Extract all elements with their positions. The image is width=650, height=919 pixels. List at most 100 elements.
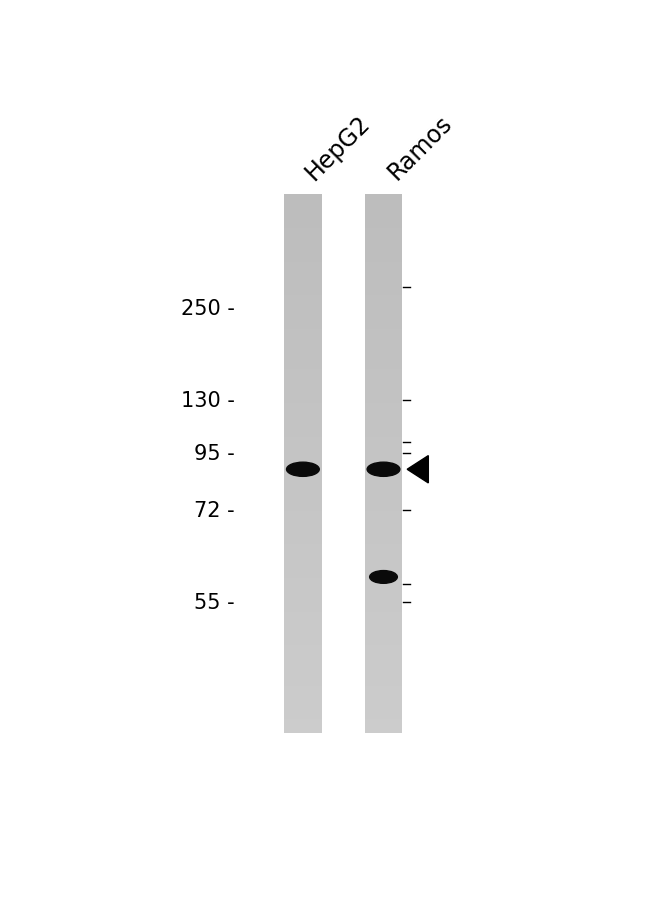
Bar: [284, 263, 322, 269]
Bar: [365, 243, 402, 249]
Bar: [284, 713, 322, 720]
Text: 130 -: 130 -: [181, 391, 235, 411]
Bar: [284, 639, 322, 646]
Bar: [365, 282, 402, 289]
Bar: [365, 269, 402, 276]
Bar: [365, 471, 402, 478]
Bar: [284, 377, 322, 383]
Bar: [365, 679, 402, 686]
Bar: [284, 626, 322, 632]
Polygon shape: [407, 456, 428, 483]
Bar: [365, 296, 402, 302]
Bar: [365, 558, 402, 565]
Bar: [365, 350, 402, 357]
Bar: [284, 424, 322, 430]
Bar: [284, 336, 322, 343]
Bar: [365, 276, 402, 282]
Ellipse shape: [287, 462, 319, 477]
Bar: [284, 471, 322, 478]
Bar: [284, 498, 322, 505]
Bar: [284, 195, 322, 202]
Bar: [284, 222, 322, 229]
Text: 95 -: 95 -: [194, 444, 235, 463]
Bar: [365, 263, 402, 269]
Bar: [284, 693, 322, 699]
Bar: [284, 686, 322, 693]
Bar: [284, 343, 322, 350]
Text: 55 -: 55 -: [194, 592, 235, 612]
Bar: [284, 430, 322, 437]
Bar: [284, 202, 322, 209]
Bar: [284, 397, 322, 403]
Bar: [284, 484, 322, 491]
Bar: [284, 235, 322, 243]
Bar: [365, 310, 402, 316]
Bar: [284, 450, 322, 458]
Bar: [284, 282, 322, 289]
Bar: [284, 679, 322, 686]
Bar: [365, 478, 402, 484]
Bar: [284, 383, 322, 391]
Bar: [365, 377, 402, 383]
Bar: [284, 706, 322, 713]
Bar: [284, 659, 322, 665]
Bar: [284, 606, 322, 612]
Bar: [365, 525, 402, 531]
Bar: [365, 686, 402, 693]
Bar: [284, 464, 322, 471]
Text: 250 -: 250 -: [181, 299, 235, 318]
Bar: [284, 578, 322, 585]
Bar: [365, 706, 402, 713]
Bar: [365, 518, 402, 525]
Bar: [284, 363, 322, 370]
Bar: [365, 491, 402, 498]
Bar: [365, 336, 402, 343]
Bar: [365, 316, 402, 323]
Bar: [365, 498, 402, 505]
Bar: [284, 478, 322, 484]
Bar: [284, 437, 322, 444]
Bar: [365, 255, 402, 263]
Bar: [284, 632, 322, 639]
Bar: [365, 195, 402, 202]
Bar: [365, 632, 402, 639]
Bar: [284, 505, 322, 511]
Bar: [284, 289, 322, 296]
Bar: [284, 720, 322, 726]
Bar: [284, 302, 322, 310]
Bar: [365, 618, 402, 626]
Bar: [365, 606, 402, 612]
Bar: [365, 585, 402, 592]
Bar: [365, 202, 402, 209]
Bar: [284, 243, 322, 249]
Bar: [365, 646, 402, 652]
Bar: [284, 316, 322, 323]
Bar: [365, 551, 402, 558]
Bar: [284, 525, 322, 531]
Bar: [365, 343, 402, 350]
Bar: [284, 229, 322, 235]
Text: HepG2: HepG2: [300, 110, 374, 185]
Bar: [284, 618, 322, 626]
Bar: [365, 484, 402, 491]
Bar: [284, 215, 322, 222]
Bar: [284, 558, 322, 565]
Bar: [284, 646, 322, 652]
Bar: [284, 357, 322, 363]
Bar: [365, 302, 402, 310]
Bar: [365, 659, 402, 665]
Bar: [284, 592, 322, 598]
Bar: [365, 538, 402, 545]
Bar: [284, 330, 322, 336]
Bar: [365, 626, 402, 632]
Bar: [365, 450, 402, 458]
Bar: [365, 652, 402, 659]
Bar: [365, 612, 402, 618]
Bar: [365, 289, 402, 296]
Bar: [284, 538, 322, 545]
Bar: [284, 350, 322, 357]
Bar: [284, 652, 322, 659]
Bar: [284, 403, 322, 410]
Bar: [284, 665, 322, 673]
Bar: [284, 255, 322, 263]
